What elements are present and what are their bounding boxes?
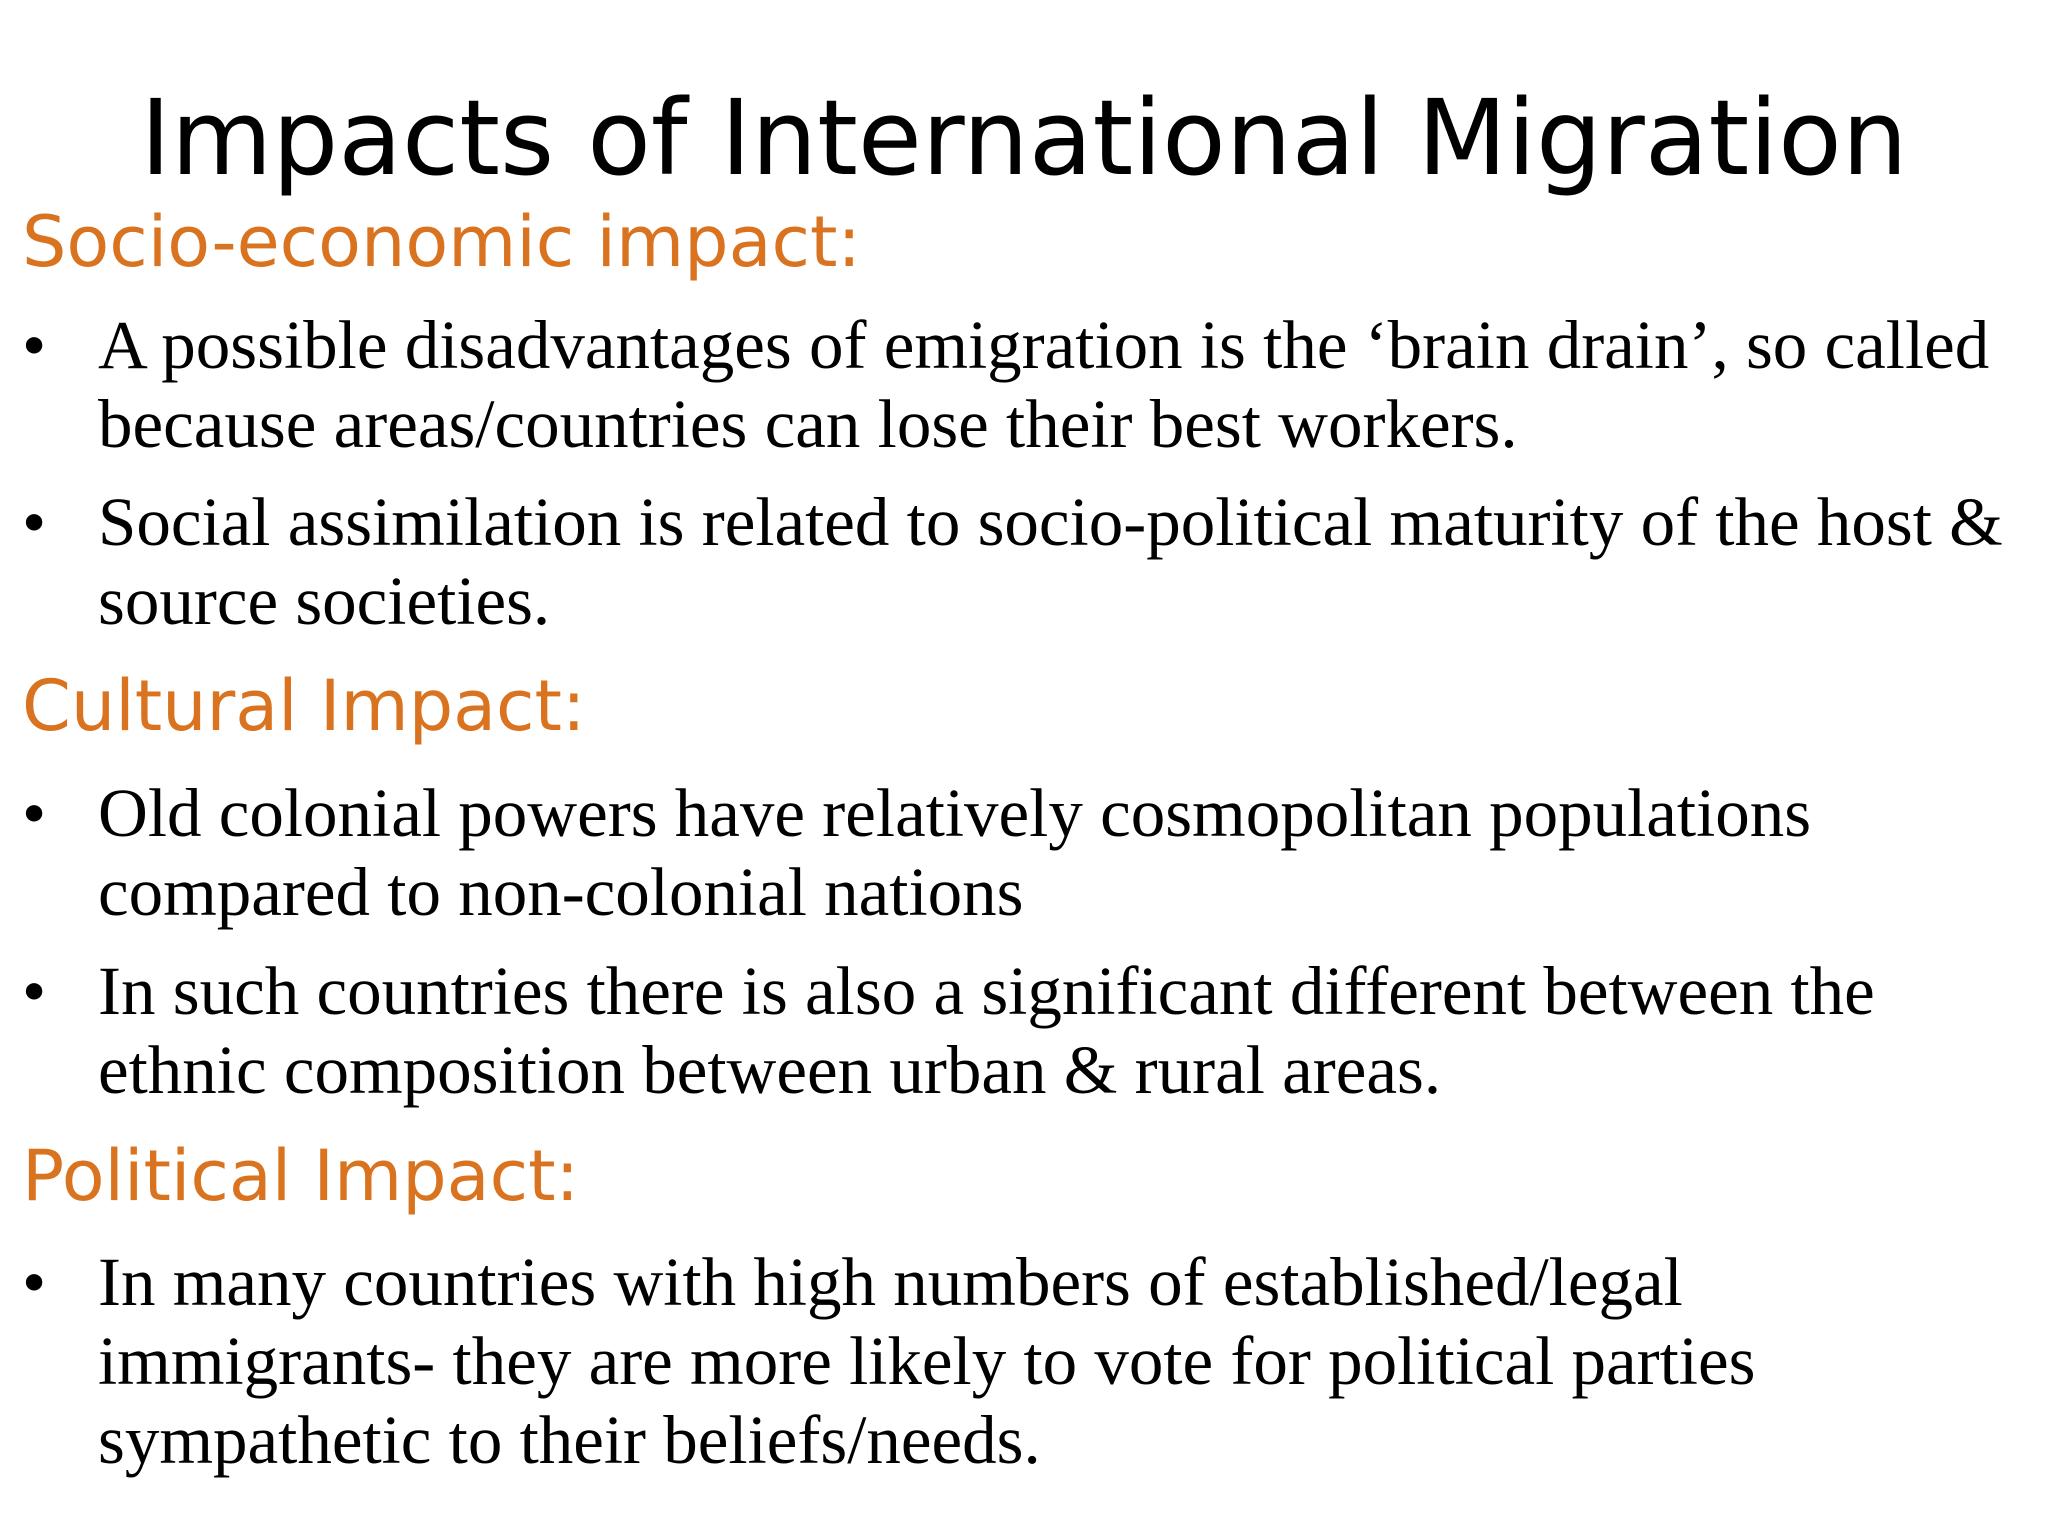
- section-heading-political: Political Impact:: [22, 1135, 580, 1217]
- bullet-text: In many countries with high numbers of e…: [98, 1244, 1756, 1478]
- bullet-point-icon: •: [22, 307, 47, 383]
- slide-title: Impacts of International Migration: [140, 77, 1908, 199]
- section-heading-socio-economic: Socio-economic impact:: [22, 201, 862, 283]
- bullet-item: • A possible disadvantages of emigration…: [22, 306, 2032, 464]
- bullet-item: • In many countries with high numbers of…: [22, 1243, 2032, 1480]
- bullet-text: Social assimilation is related to socio-…: [98, 484, 2003, 639]
- bullet-item: • Social assimilation is related to soci…: [22, 483, 2032, 641]
- bullet-text: A possible disadvantages of emigration i…: [98, 307, 1990, 462]
- bullet-point-icon: •: [22, 484, 47, 560]
- bullet-item: • In such countries there is also a sign…: [22, 952, 2032, 1110]
- bullet-point-icon: •: [22, 775, 47, 851]
- bullet-text: Old colonial powers have relatively cosm…: [98, 775, 1812, 930]
- bullet-point-icon: •: [22, 1244, 47, 1320]
- bullet-point-icon: •: [22, 953, 47, 1029]
- section-heading-cultural: Cultural Impact:: [22, 665, 586, 747]
- bullet-text: In such countries there is also a signif…: [98, 953, 1875, 1108]
- bullet-item: • Old colonial powers have relatively co…: [22, 774, 2032, 932]
